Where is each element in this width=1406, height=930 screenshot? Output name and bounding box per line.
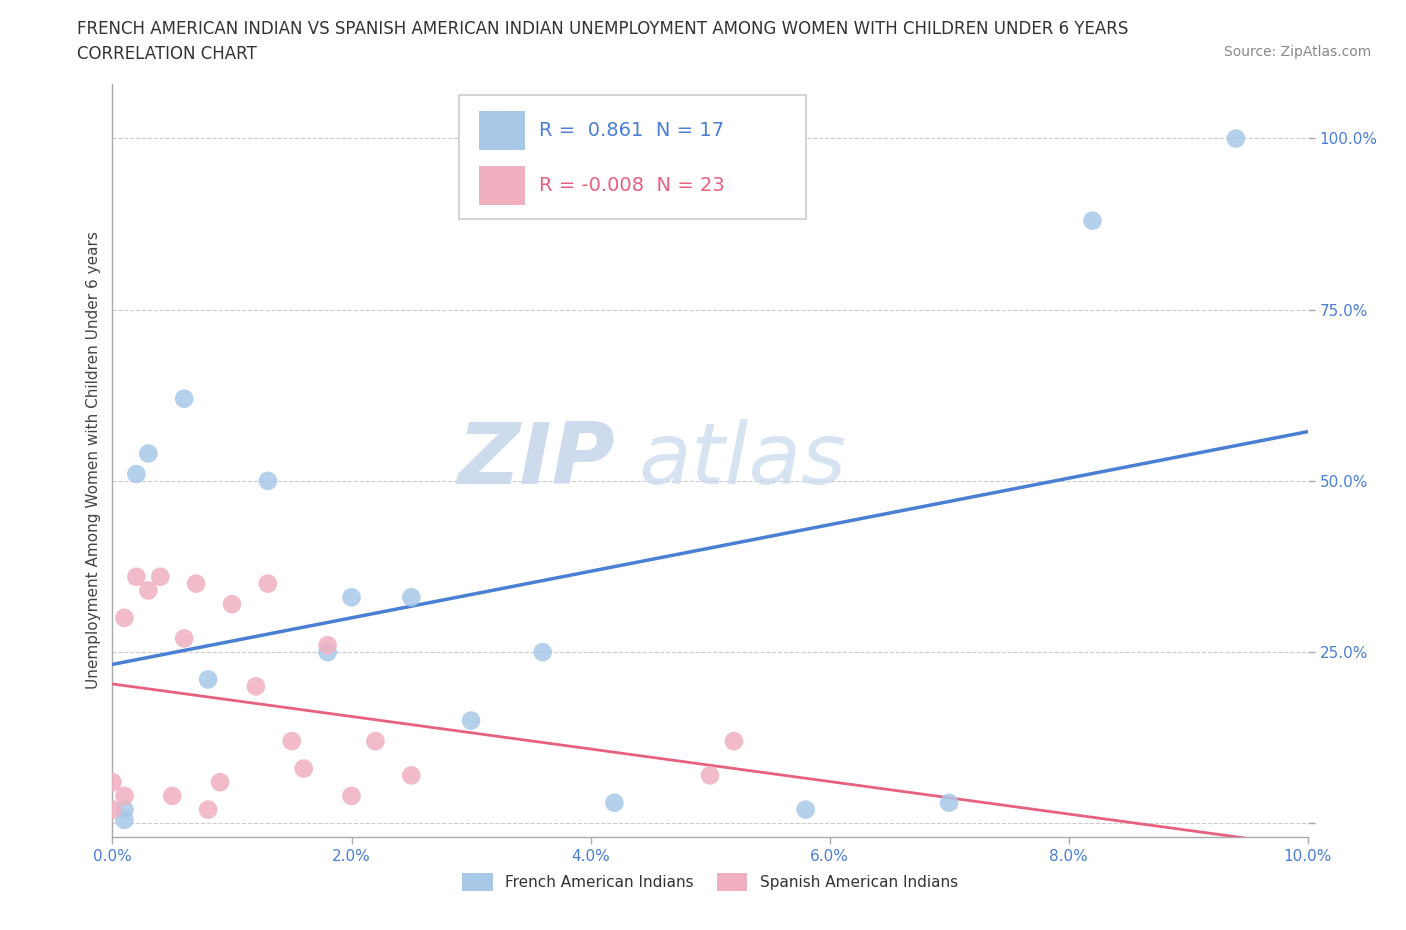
Text: atlas: atlas bbox=[638, 418, 846, 502]
Point bbox=[149, 569, 172, 584]
Text: R = -0.008  N = 23: R = -0.008 N = 23 bbox=[538, 176, 725, 195]
Point bbox=[114, 813, 135, 828]
Point bbox=[401, 768, 423, 783]
FancyBboxPatch shape bbox=[458, 95, 806, 219]
Point bbox=[281, 734, 304, 749]
Point bbox=[340, 789, 363, 804]
Point bbox=[1081, 213, 1104, 228]
Point bbox=[531, 644, 554, 659]
Point bbox=[245, 679, 267, 694]
Point bbox=[209, 775, 232, 790]
Text: ZIP: ZIP bbox=[457, 418, 614, 502]
Point bbox=[101, 775, 124, 790]
Text: R =  0.861  N = 17: R = 0.861 N = 17 bbox=[538, 121, 724, 140]
Text: FRENCH AMERICAN INDIAN VS SPANISH AMERICAN INDIAN UNEMPLOYMENT AMONG WOMEN WITH : FRENCH AMERICAN INDIAN VS SPANISH AMERIC… bbox=[77, 20, 1129, 38]
Point bbox=[125, 569, 148, 584]
Point bbox=[938, 795, 960, 810]
Point bbox=[186, 577, 208, 591]
Y-axis label: Unemployment Among Women with Children Under 6 years: Unemployment Among Women with Children U… bbox=[86, 232, 101, 689]
Point bbox=[292, 761, 315, 776]
Point bbox=[460, 713, 482, 728]
Point bbox=[364, 734, 387, 749]
Point bbox=[221, 597, 243, 612]
Point bbox=[197, 803, 219, 817]
Point bbox=[1225, 131, 1247, 146]
Point bbox=[114, 789, 135, 804]
Point bbox=[699, 768, 721, 783]
FancyBboxPatch shape bbox=[479, 111, 524, 150]
Point bbox=[162, 789, 183, 804]
Point bbox=[794, 803, 817, 817]
Point bbox=[173, 631, 195, 645]
Point bbox=[257, 473, 280, 488]
Point bbox=[340, 590, 363, 604]
Point bbox=[138, 446, 160, 461]
Point bbox=[197, 672, 219, 687]
Point bbox=[114, 803, 135, 817]
Point bbox=[316, 638, 339, 653]
Legend: French American Indians, Spanish American Indians: French American Indians, Spanish America… bbox=[457, 868, 963, 897]
Point bbox=[101, 803, 124, 817]
FancyBboxPatch shape bbox=[479, 166, 524, 205]
Point bbox=[114, 610, 135, 625]
Text: CORRELATION CHART: CORRELATION CHART bbox=[77, 45, 257, 62]
Point bbox=[401, 590, 423, 604]
Point bbox=[173, 392, 195, 406]
Point bbox=[723, 734, 745, 749]
Point bbox=[603, 795, 626, 810]
Point bbox=[257, 577, 280, 591]
Point bbox=[138, 583, 160, 598]
Text: Source: ZipAtlas.com: Source: ZipAtlas.com bbox=[1223, 45, 1371, 59]
Point bbox=[125, 467, 148, 482]
Point bbox=[316, 644, 339, 659]
